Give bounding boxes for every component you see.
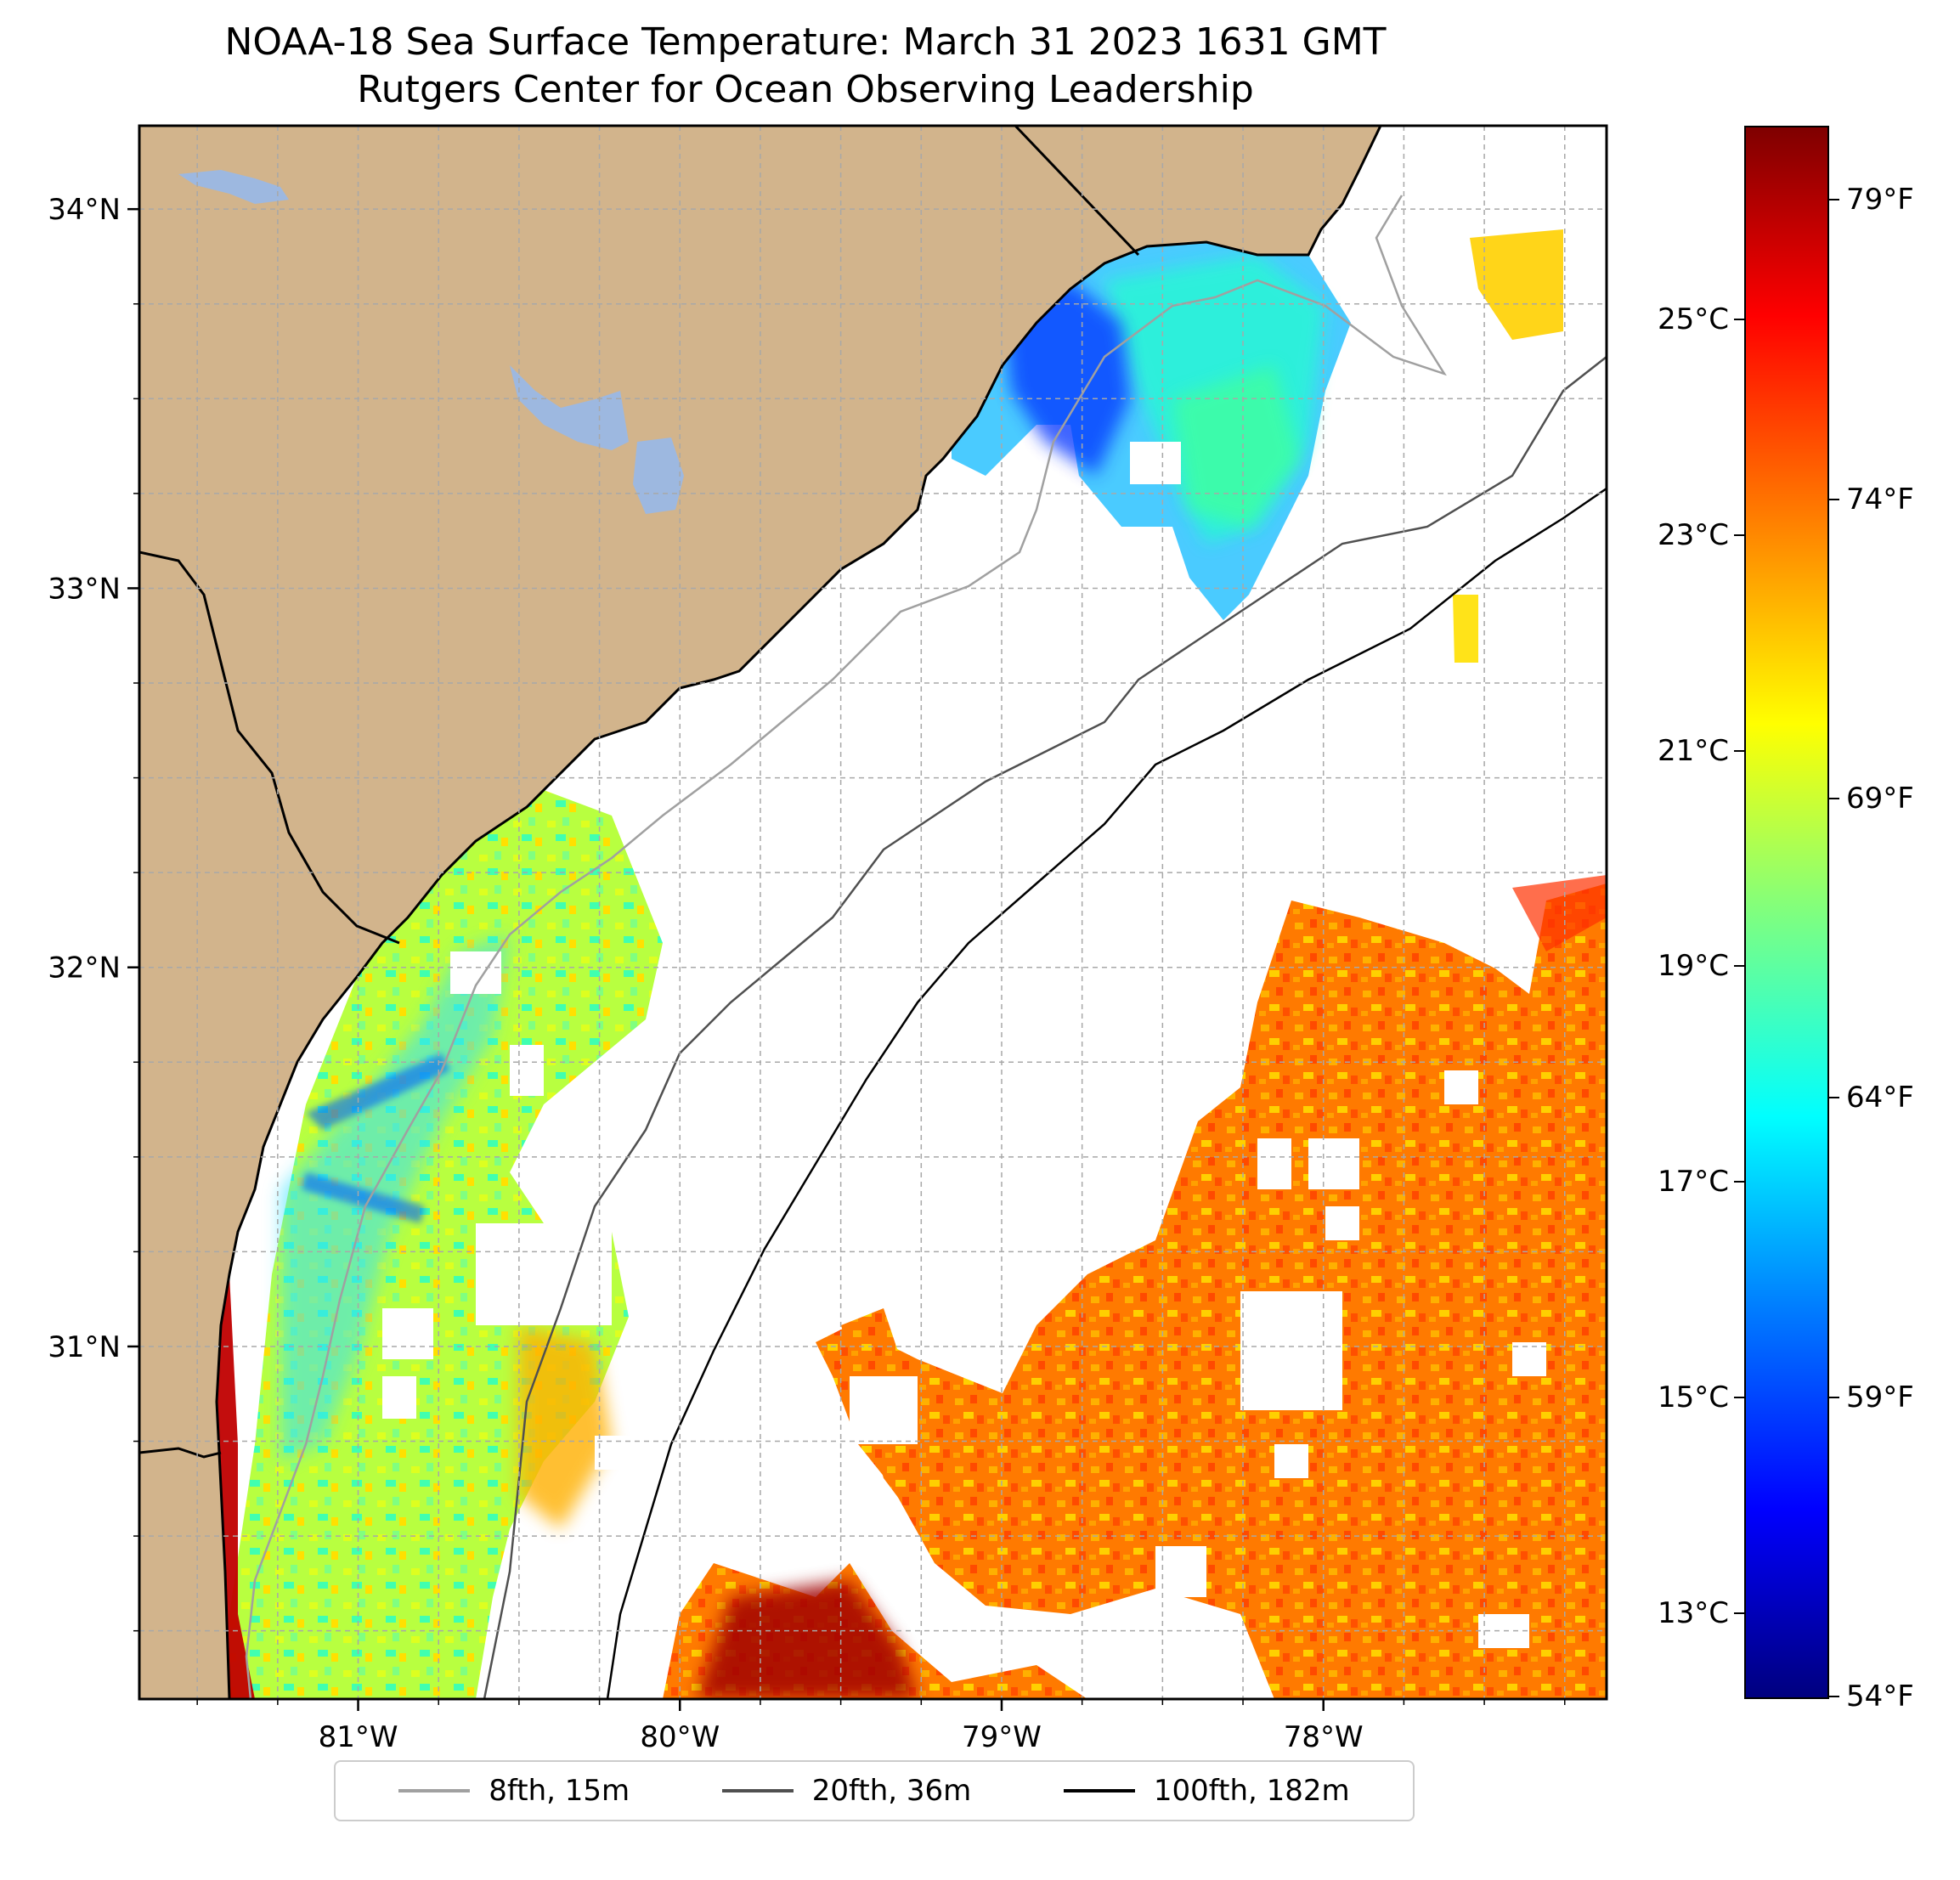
celsius-tick	[1734, 749, 1744, 752]
fahrenheit-tick-label: 79°F	[1846, 183, 1914, 217]
fahrenheit-tick-label: 54°F	[1846, 1680, 1914, 1714]
longitude-axis: 81°W 80°W 79°W 78°W	[196, 1699, 1566, 1754]
legend-label: 8fth, 15m	[489, 1774, 630, 1808]
lon-tick-label: 79°W	[962, 1720, 1042, 1754]
isobath-legend: 8fth, 15m 20fth, 36m 100fth, 182m	[334, 1760, 1415, 1821]
fahrenheit-tick-label: 64°F	[1846, 1081, 1914, 1115]
legend-swatch	[398, 1789, 471, 1792]
fahrenheit-tick	[1829, 798, 1839, 800]
celsius-tick	[1734, 319, 1744, 321]
celsius-tick-label: 21°C	[1657, 733, 1729, 768]
lat-tick-label: 34°N	[48, 193, 121, 227]
fahrenheit-tick	[1829, 1396, 1839, 1398]
fahrenheit-tick-label: 69°F	[1846, 782, 1914, 816]
celsius-tick	[1734, 965, 1744, 968]
lon-tick-label: 80°W	[640, 1720, 720, 1754]
legend-label: 100fth, 182m	[1153, 1774, 1350, 1808]
sst-region-georgia	[229, 790, 663, 1699]
isobath-8fth	[245, 195, 1447, 1699]
legend-swatch	[1063, 1789, 1135, 1792]
celsius-tick	[1734, 1181, 1744, 1183]
celsius-tick	[1734, 1612, 1744, 1614]
fahrenheit-tick	[1829, 1696, 1839, 1698]
map-frame	[138, 124, 1608, 1701]
lat-tick-label: 33°N	[48, 572, 121, 606]
legend-item: 8fth, 15m	[398, 1774, 630, 1808]
celsius-tick-label: 13°C	[1657, 1595, 1729, 1630]
celsius-tick-label: 19°C	[1657, 949, 1729, 984]
legend-item: 20fth, 36m	[721, 1774, 972, 1808]
lat-tick-label: 32°N	[48, 951, 121, 985]
fahrenheit-tick-label: 74°F	[1846, 482, 1914, 517]
latitude-axis: 34°N 33°N 32°N 31°N	[48, 193, 139, 1632]
lon-tick-label: 81°W	[319, 1720, 398, 1754]
map-subtitle: Rutgers Center for Ocean Observing Leade…	[357, 68, 1254, 111]
legend-item: 100fth, 182m	[1063, 1774, 1350, 1808]
celsius-tick-label: 17°C	[1657, 1165, 1729, 1200]
temperature-colorbar	[1744, 126, 1829, 1699]
fahrenheit-tick	[1829, 199, 1839, 201]
lon-tick-label: 78°W	[1284, 1720, 1364, 1754]
state-borders	[139, 126, 1140, 1459]
map-title: NOAA-18 Sea Surface Temperature: March 3…	[224, 20, 1387, 64]
sst-data-layer	[195, 229, 1607, 1699]
fahrenheit-tick	[1829, 1097, 1839, 1099]
lat-tick-label: 31°N	[48, 1330, 121, 1364]
isobath-100fth	[606, 487, 1607, 1699]
celsius-tick-label: 25°C	[1657, 302, 1729, 337]
isobaths	[245, 195, 1607, 1699]
celsius-tick	[1734, 1396, 1744, 1398]
celsius-tick	[1734, 534, 1744, 537]
legend-label: 20fth, 36m	[811, 1774, 972, 1808]
fahrenheit-tick	[1829, 498, 1839, 500]
celsius-tick-label: 23°C	[1657, 518, 1729, 553]
sst-region-gulf-stream	[816, 884, 1607, 1699]
gridlines	[139, 126, 1607, 1699]
isobath-20fth	[483, 356, 1607, 1699]
legend-swatch	[721, 1789, 794, 1792]
cloud-mask	[382, 442, 1546, 1648]
fahrenheit-tick-label: 59°F	[1846, 1380, 1914, 1414]
celsius-tick-label: 15°C	[1657, 1380, 1729, 1414]
